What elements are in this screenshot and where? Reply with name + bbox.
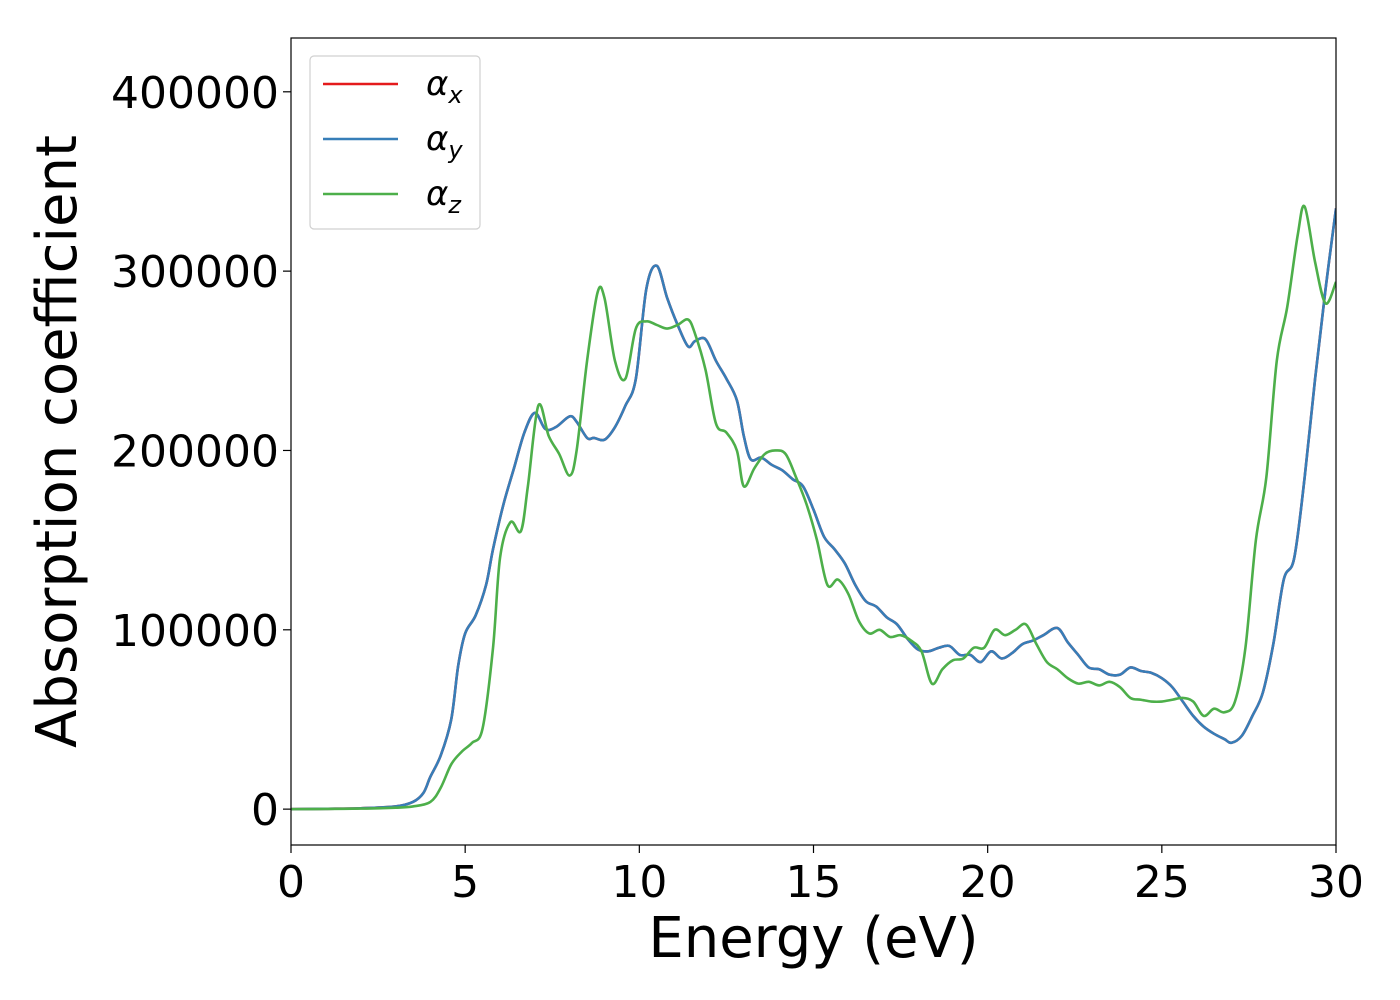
legend-box: [309, 55, 481, 230]
y-axis: 0 100000 200000 300000 400000: [111, 68, 291, 836]
x-tick-label: 15: [786, 857, 842, 908]
y-tick-label: 100000: [111, 606, 279, 657]
x-axis: 0 5 10 15 20 25 30: [277, 845, 1364, 908]
x-axis-label: Energy (eV): [648, 906, 978, 971]
series-line-y: [291, 208, 1336, 811]
y-tick-label: 200000: [111, 426, 279, 477]
y-tick-label: 400000: [111, 68, 279, 119]
legend-label-y: αy: [426, 119, 463, 164]
x-tick-label: 10: [611, 857, 667, 908]
x-tick-label: 20: [960, 857, 1016, 908]
x-tick-label: 0: [277, 857, 305, 908]
legend-label-z: αz: [426, 174, 462, 219]
y-tick-label: 0: [251, 785, 279, 836]
y-tick-label: 300000: [111, 247, 279, 298]
x-tick-label: 30: [1308, 857, 1364, 908]
plot-area: [291, 204, 1336, 811]
legend-label-x: αx: [426, 64, 463, 109]
legend: αx αy αz: [309, 55, 481, 230]
series-line-z: [291, 204, 1336, 811]
x-tick-label: 25: [1134, 857, 1190, 908]
x-tick-label: 5: [451, 857, 479, 908]
y-axis-label: Absorption coefficient: [25, 135, 90, 748]
